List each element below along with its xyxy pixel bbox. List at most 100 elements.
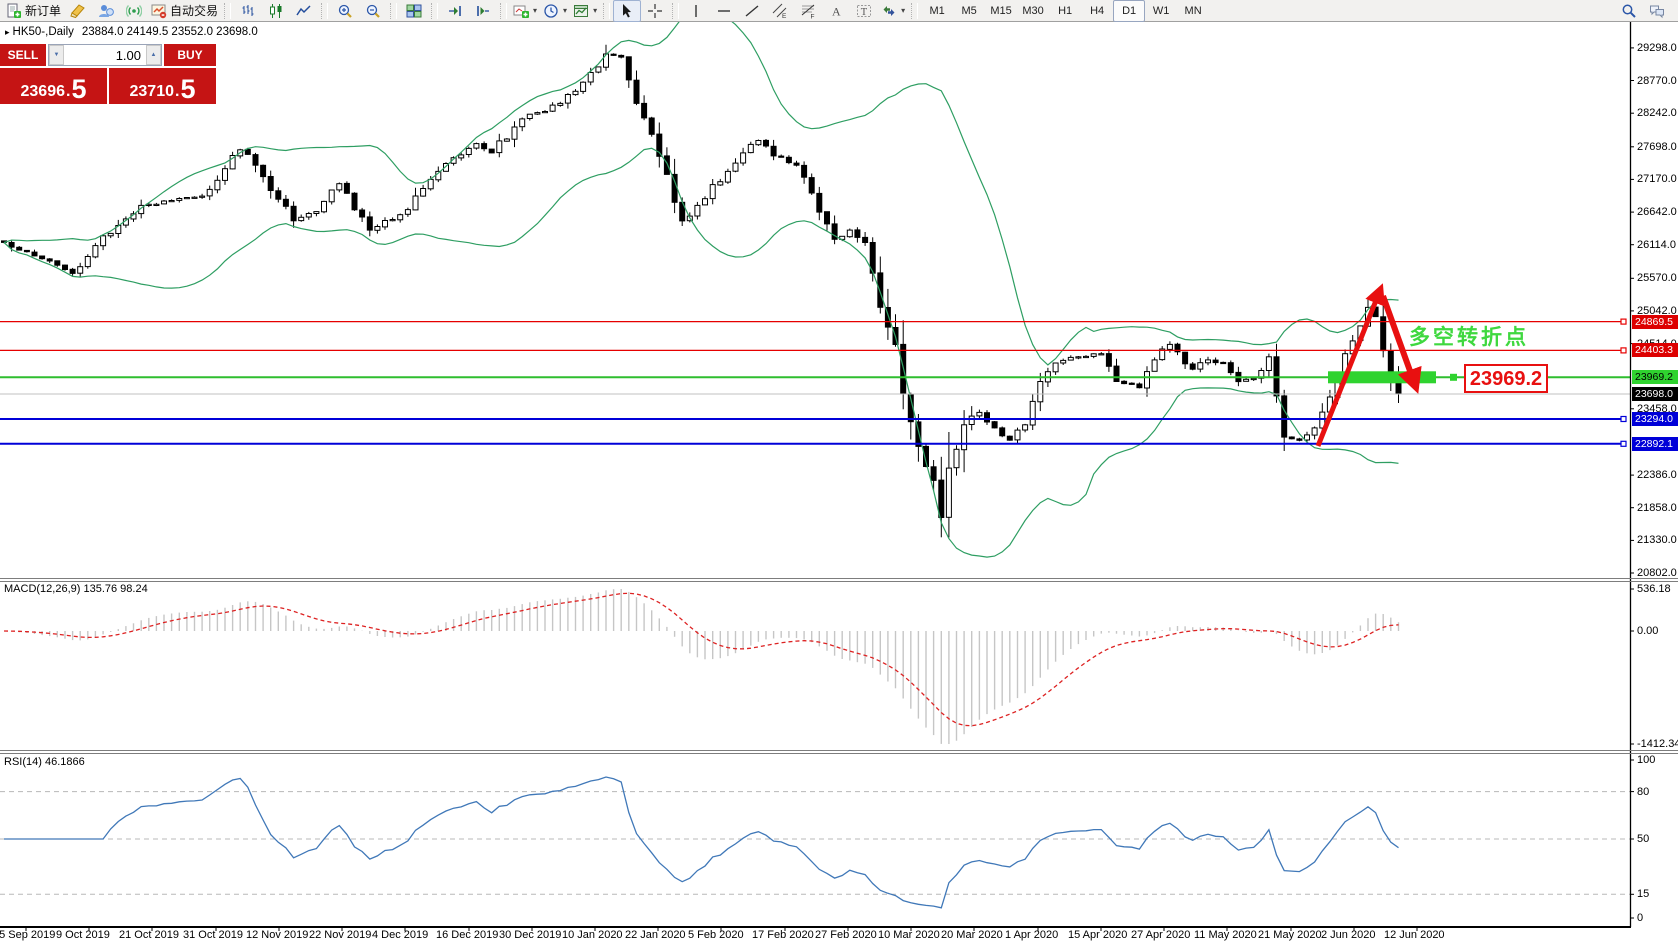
sell-price-pips: 5 (71, 74, 87, 105)
arrows-icon (881, 3, 897, 19)
time-axis-line (0, 926, 1631, 928)
bar-chart-button[interactable] (234, 0, 262, 22)
chat-button[interactable] (1643, 0, 1671, 22)
text-label-button[interactable]: T (850, 0, 878, 22)
vertical-line-icon (688, 3, 704, 19)
turning-point-annotation: 多空转折点 (1409, 326, 1529, 349)
add-indicator-button[interactable]: ▾ (510, 0, 540, 22)
price-badge: 24403.3 (1632, 343, 1678, 358)
search-icon (1621, 3, 1637, 19)
toolbar-group-grip (390, 2, 398, 19)
date-label: 4 Dec 2019 (372, 929, 429, 941)
symbol-title: HK50-,Daily (12, 26, 74, 38)
button-label: D1 (1122, 4, 1137, 17)
period-selector-button[interactable]: ▾ (540, 0, 570, 22)
macd-tick-label: 0.00 (1637, 625, 1659, 637)
arrows-button[interactable]: ▾ (878, 0, 908, 22)
search-button[interactable] (1615, 0, 1643, 22)
button-label: H1 (1058, 4, 1073, 17)
signals-button[interactable] (120, 0, 148, 22)
main-macd-separator-2 (0, 581, 1678, 582)
zoom-in-button[interactable] (331, 0, 359, 22)
chevron-down-icon: ▾ (901, 6, 906, 15)
price-tick-label: 26642.0 (1637, 206, 1677, 219)
buy-price-pips: 5 (180, 74, 196, 105)
timeframe-h1-button[interactable]: H1 (1049, 0, 1081, 22)
line-chart-icon (296, 3, 312, 19)
svg-text:E: E (782, 13, 787, 19)
metaeditor-button[interactable] (64, 0, 92, 22)
button-label: 自动交易 (170, 4, 219, 18)
price-tick-label: 25042.0 (1637, 304, 1677, 317)
button-label: M15 (990, 4, 1012, 17)
equidistant-channel-icon: E (772, 3, 788, 19)
main-macd-separator[interactable] (0, 578, 1678, 579)
timeframe-m30-button[interactable]: M30 (1017, 0, 1049, 22)
metaeditor-icon (70, 3, 86, 19)
line-chart-button[interactable] (290, 0, 318, 22)
chart-shift-button[interactable] (469, 0, 497, 22)
volume-increase-button[interactable]: ▲ (146, 45, 161, 65)
vertical-line-button[interactable] (682, 0, 710, 22)
date-label: 10 Mar 2020 (878, 929, 940, 941)
horizontal-line-icon (716, 3, 732, 19)
macd-tick-label: -1412.34 (1637, 738, 1678, 750)
macd-rsi-separator[interactable] (0, 750, 1678, 751)
auto-trading-button[interactable]: 自动交易 (148, 0, 221, 22)
trend-line-button[interactable] (738, 0, 766, 22)
buy-button[interactable]: BUY (164, 44, 216, 66)
template-selector-button[interactable]: ▾ (570, 0, 600, 22)
mql-community-button[interactable] (92, 0, 120, 22)
tile-windows-icon (406, 3, 422, 19)
date-label: 15 Apr 2020 (1068, 929, 1128, 941)
timeframe-h4-button[interactable]: H4 (1081, 0, 1113, 22)
candlesticks-button[interactable] (262, 0, 290, 22)
date-label: 27 Feb 2020 (815, 929, 877, 941)
toolbar-group-grip (500, 2, 508, 19)
buy-price-main: 23710 (129, 83, 175, 101)
zoom-out-button[interactable] (359, 0, 387, 22)
price-tag-label[interactable]: 23969.2 (1464, 364, 1548, 393)
chart-shift-end-button[interactable] (441, 0, 469, 22)
button-label: H4 (1090, 4, 1105, 17)
tile-windows-button[interactable] (400, 0, 428, 22)
button-label: 新订单 (25, 4, 62, 18)
chart-shift-icon (475, 3, 491, 19)
toolbar-group-grip (603, 2, 611, 19)
toolbar-right-group (1615, 0, 1675, 22)
volume-input[interactable] (64, 45, 146, 65)
timeframe-m1-button[interactable]: M1 (921, 0, 953, 22)
sell-price-button[interactable]: 23696. 5 (0, 68, 107, 104)
equidistant-channel-button[interactable]: E (766, 0, 794, 22)
buy-price-button[interactable]: 23710. 5 (109, 68, 216, 104)
timeframe-w1-button[interactable]: W1 (1145, 0, 1177, 22)
timeframe-m5-button[interactable]: M5 (953, 0, 985, 22)
fibonacci-button[interactable]: F (794, 0, 822, 22)
mql-community-icon (98, 3, 114, 19)
auto-trading-icon (151, 3, 167, 19)
crosshair-icon (647, 3, 663, 19)
date-label: 2 Jun 2020 (1321, 929, 1376, 941)
chart-shift-end-icon (447, 3, 463, 19)
timeframe-d1-button[interactable]: D1 (1113, 0, 1146, 22)
horizontal-line-button[interactable] (710, 0, 738, 22)
rsi-tick-label: 15 (1637, 888, 1650, 901)
price-badge: 23969.2 (1632, 370, 1678, 385)
svg-text:T: T (861, 7, 868, 18)
cursor-button[interactable] (613, 0, 642, 22)
date-label: 22 Nov 2019 (309, 929, 372, 941)
price-badge: 23698.0 (1632, 387, 1678, 401)
text-button[interactable]: A (822, 0, 850, 22)
date-label: 12 Jun 2020 (1384, 929, 1445, 941)
crosshair-button[interactable] (641, 0, 669, 22)
new-order-button[interactable]: 新订单 (3, 0, 64, 22)
timeframe-m15-button[interactable]: M15 (985, 0, 1017, 22)
volume-decrease-button[interactable]: ▼ (49, 45, 64, 65)
toolbar-group-grip (431, 2, 439, 19)
price-tick-label: 27170.0 (1637, 173, 1677, 186)
timeframe-mn-button[interactable]: MN (1177, 0, 1209, 22)
text-icon: A (828, 3, 844, 19)
date-label: 21 Oct 2019 (119, 929, 179, 941)
sell-button[interactable]: SELL (0, 44, 46, 66)
